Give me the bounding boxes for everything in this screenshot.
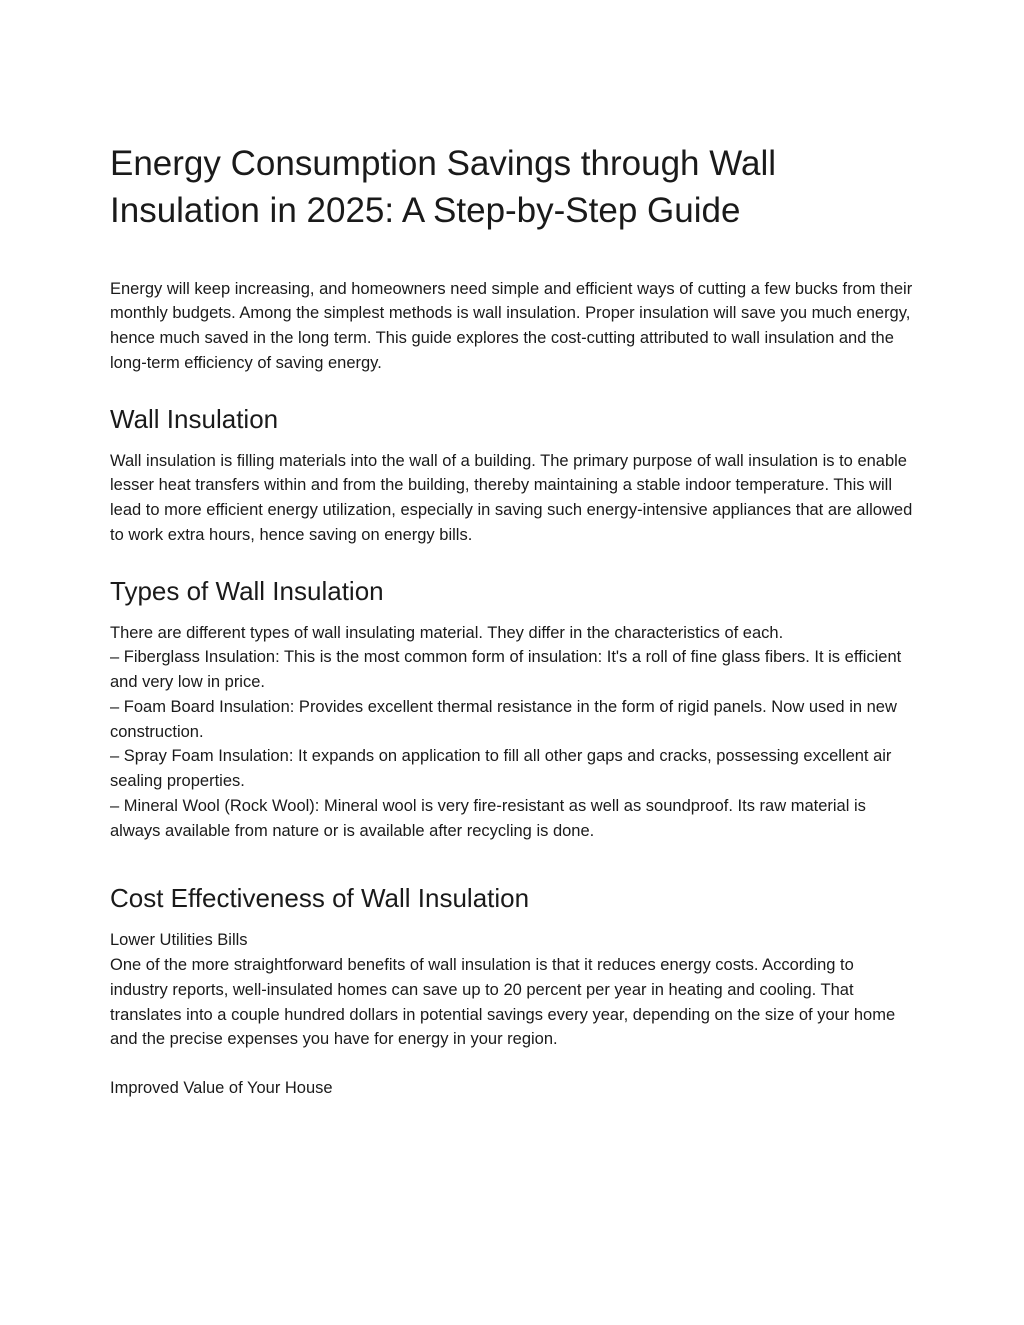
type-foam-board: – Foam Board Insulation: Provides excell… (110, 695, 914, 745)
section-cost-effectiveness: Cost Effectiveness of Wall Insulation Lo… (110, 883, 914, 1101)
types-intro: There are different types of wall insula… (110, 621, 914, 646)
subheading-house-value: Improved Value of Your House (110, 1076, 914, 1101)
type-mineral-wool: – Mineral Wool (Rock Wool): Mineral wool… (110, 794, 914, 844)
body-wall-insulation: Wall insulation is filling materials int… (110, 449, 914, 548)
intro-paragraph: Energy will keep increasing, and homeown… (110, 277, 914, 376)
heading-cost-effectiveness: Cost Effectiveness of Wall Insulation (110, 883, 914, 914)
type-spray-foam: – Spray Foam Insulation: It expands on a… (110, 744, 914, 794)
section-wall-insulation: Wall Insulation Wall insulation is filli… (110, 404, 914, 548)
section-types: Types of Wall Insulation There are diffe… (110, 576, 914, 844)
type-fiberglass: – Fiberglass Insulation: This is the mos… (110, 645, 914, 695)
subheading-lower-bills: Lower Utilities Bills (110, 928, 914, 953)
body-lower-bills: One of the more straightforward benefits… (110, 953, 914, 1052)
heading-wall-insulation: Wall Insulation (110, 404, 914, 435)
document-title: Energy Consumption Savings through Wall … (110, 140, 914, 235)
heading-types: Types of Wall Insulation (110, 576, 914, 607)
